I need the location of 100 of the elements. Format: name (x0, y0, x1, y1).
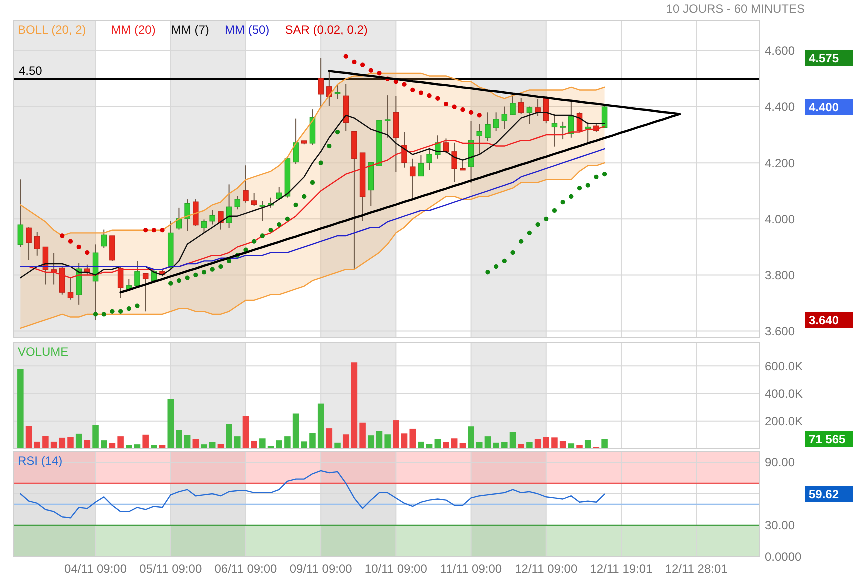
point (294, 202, 298, 208)
bar (451, 438, 458, 449)
point (477, 113, 482, 118)
x-tick-label: 10/11 09:00 (364, 562, 428, 576)
text: 59.62 (809, 488, 840, 502)
candlestick (101, 229, 108, 249)
bar (176, 430, 182, 449)
point (76, 244, 82, 250)
point (285, 216, 290, 222)
point (126, 306, 132, 312)
candlestick (142, 273, 149, 312)
bar (342, 434, 350, 449)
bar (476, 442, 483, 449)
point (344, 54, 348, 59)
point (268, 228, 274, 233)
text: 3.640 (809, 313, 840, 328)
x-tick-label: 12/11 28:01 (665, 562, 728, 576)
point (335, 130, 340, 135)
y-tick-label: 200.0K (765, 414, 804, 429)
text: MM (50) (225, 23, 270, 37)
candlestick (210, 210, 216, 226)
bar (602, 439, 608, 449)
candlestick (26, 227, 32, 261)
point (218, 264, 224, 270)
point (360, 62, 366, 68)
candlestick (18, 179, 24, 248)
point (486, 270, 490, 275)
candlestick (326, 70, 332, 107)
point (594, 174, 599, 180)
candlestick (318, 57, 324, 108)
bar (484, 436, 492, 449)
point (377, 71, 382, 76)
point (277, 222, 282, 228)
text: 4.575 (809, 51, 840, 66)
point (85, 250, 90, 256)
point (194, 272, 198, 278)
candlestick (251, 192, 258, 207)
bar (543, 437, 550, 449)
bar (334, 442, 341, 449)
y-tick-label: 400.0K (765, 386, 804, 401)
point (436, 96, 440, 101)
y-tick-label: 4.400 (765, 100, 796, 114)
bar (276, 440, 282, 449)
text: MM (7) (171, 23, 210, 37)
candlestick (134, 260, 140, 288)
candlestick (510, 94, 516, 116)
text: SAR (0.02, 0.2) (285, 23, 368, 37)
point (168, 281, 174, 286)
candlestick (234, 196, 241, 210)
point (102, 312, 106, 317)
text: 71 565 (809, 432, 846, 446)
point (152, 228, 156, 233)
bar (393, 420, 400, 449)
candlestick (535, 98, 541, 117)
candlestick (84, 264, 90, 276)
point (252, 239, 257, 244)
point (519, 239, 524, 244)
bar (251, 440, 258, 449)
bar (410, 428, 416, 449)
chart-title: VOLUME (18, 345, 69, 359)
bar (468, 426, 474, 449)
bar (168, 399, 174, 449)
point (510, 250, 516, 256)
point (110, 309, 115, 314)
point (569, 194, 574, 200)
point (135, 304, 140, 308)
point (327, 144, 332, 149)
point (544, 216, 549, 222)
bar (401, 434, 408, 449)
y-tick-label: 30.00 (765, 518, 796, 533)
point (427, 94, 432, 98)
x-tick-label: 12/11 19:01 (590, 562, 654, 576)
candlestick (443, 138, 450, 154)
point (410, 88, 416, 93)
point (494, 264, 499, 270)
candlestick (418, 155, 424, 177)
point (460, 108, 466, 112)
candlestick (384, 95, 391, 138)
point (536, 222, 540, 228)
candlestick (34, 232, 40, 256)
y-tick-label: 90.00 (765, 456, 796, 470)
text: MM (20) (111, 23, 156, 37)
bar (310, 433, 316, 449)
candlestick (526, 106, 533, 125)
x-tick-label: 04/11 09:00 (64, 562, 128, 576)
candlestick (568, 100, 574, 138)
candlestick (552, 114, 558, 148)
bar (284, 436, 291, 449)
candlestick (410, 158, 416, 200)
bar (376, 431, 383, 449)
point (452, 104, 457, 110)
bar (443, 442, 450, 449)
bar (118, 436, 124, 449)
candlestick (184, 199, 190, 232)
point (552, 208, 558, 214)
x-tick-label: 09/11 09:00 (290, 562, 353, 576)
point (418, 90, 424, 96)
line-series (20, 470, 606, 519)
bar (351, 362, 358, 449)
y-tick-label: 3.800 (765, 268, 796, 282)
